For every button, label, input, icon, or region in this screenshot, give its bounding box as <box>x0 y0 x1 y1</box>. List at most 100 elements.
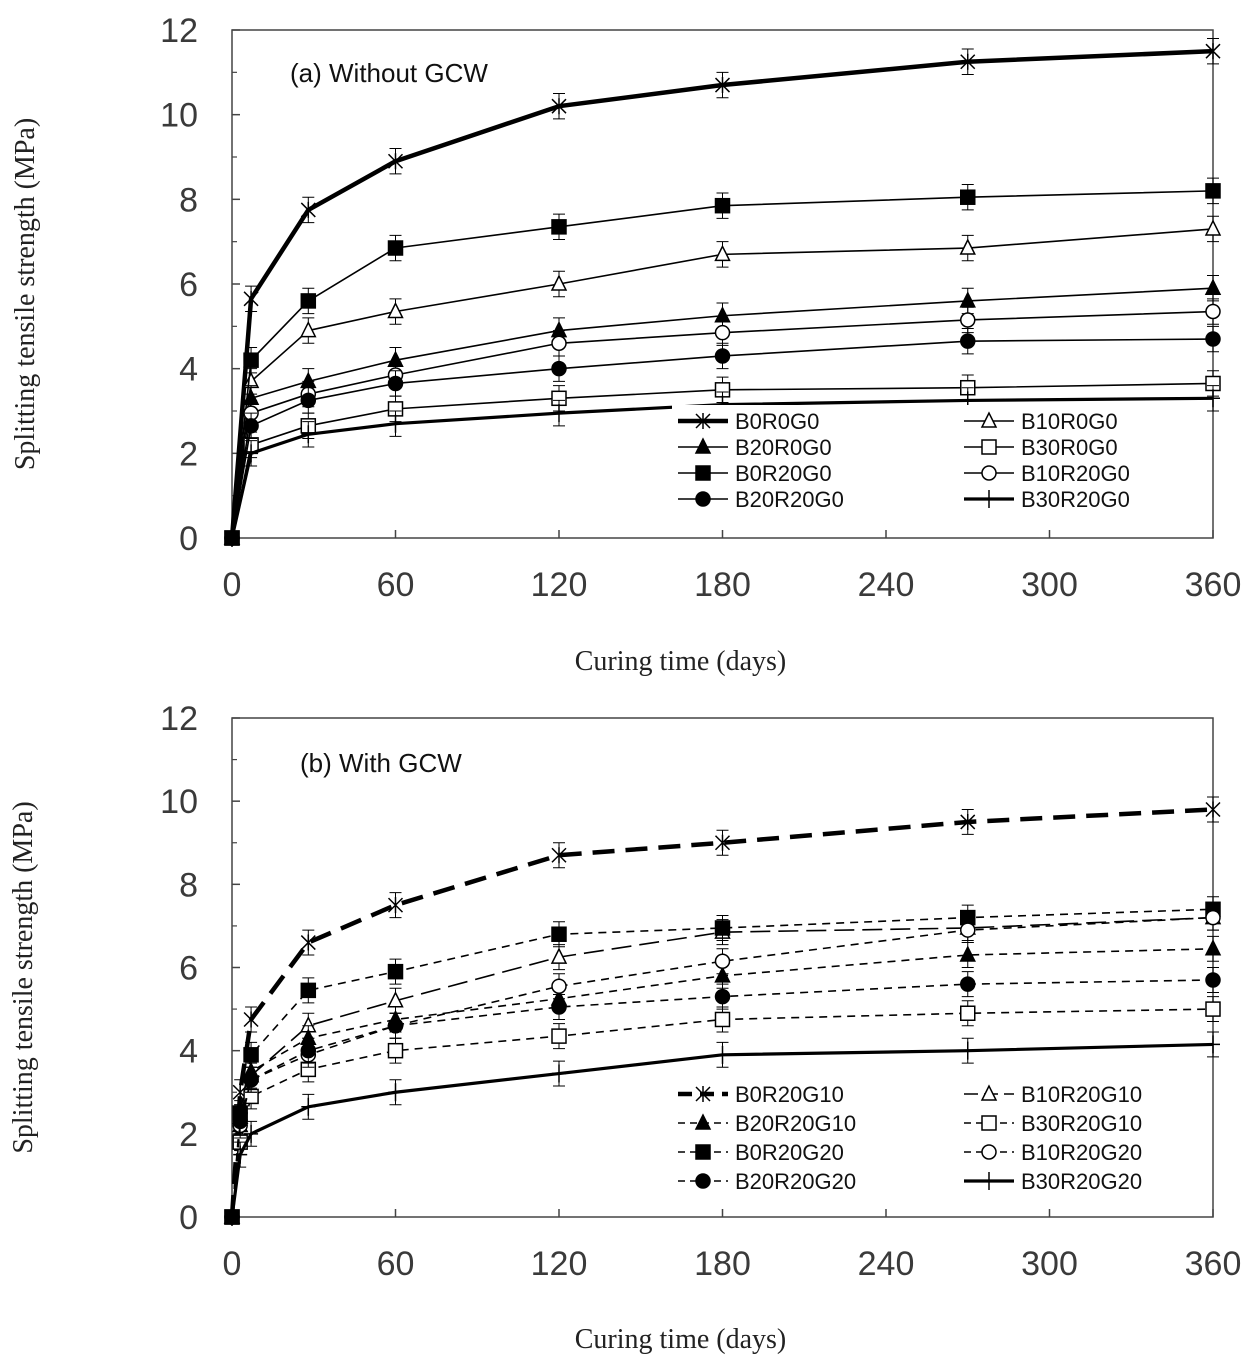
legend-label: B20R20G10 <box>735 1111 856 1136</box>
data-point <box>225 529 239 547</box>
series-line-B10R0G0 <box>231 228 1214 539</box>
series-line-B20R20G20 <box>231 979 1214 1218</box>
data-point <box>959 238 976 255</box>
legend-label: B10R20G20 <box>1021 1140 1142 1165</box>
data-point <box>243 1047 259 1063</box>
data-point <box>301 425 316 444</box>
series-line-B20R20G0 <box>231 338 1214 539</box>
data-point <box>300 293 317 309</box>
series-line-B30R20G0 <box>230 396 1214 539</box>
data-point <box>1206 1035 1220 1054</box>
data-point <box>960 1005 976 1021</box>
legend-item-B30R20G20: B30R20G20 <box>964 1169 1142 1194</box>
data-point <box>960 53 976 70</box>
legend-marker <box>695 1173 711 1189</box>
data-point <box>960 312 976 328</box>
data-point <box>715 1045 730 1064</box>
legend-label: B0R20G0 <box>735 461 832 486</box>
data-point <box>1205 331 1221 347</box>
legend-marker <box>980 411 998 428</box>
data-point <box>243 1011 259 1028</box>
legend: B0R20G10 B10R20G10 B20R20G10 B30R20G10 B0R20… <box>672 1078 1203 1200</box>
data-point <box>714 244 731 262</box>
data-point <box>960 922 976 938</box>
legend-label: B10R20G0 <box>1021 461 1130 486</box>
y-tick-label: 2 <box>179 1116 198 1154</box>
x-tick-label: 0 <box>223 566 242 604</box>
legend-marker <box>981 1144 997 1160</box>
data-point <box>1204 219 1222 236</box>
legend-label: B20R0G0 <box>735 435 832 460</box>
legend-label: B30R20G0 <box>1021 487 1130 512</box>
legend-background <box>672 1078 1203 1200</box>
legend-item-B30R20G0: B30R20G0 <box>964 487 1130 512</box>
legend-marker <box>695 413 711 429</box>
data-point <box>552 404 566 423</box>
data-point <box>1204 278 1222 295</box>
data-point <box>387 375 404 392</box>
data-point <box>387 963 404 980</box>
series-line-B0R20G10 <box>229 807 1214 1218</box>
data-point <box>1205 303 1221 320</box>
data-point <box>552 1064 566 1083</box>
data-point <box>300 201 316 218</box>
legend-marker <box>981 1115 997 1131</box>
legend-item-B0R20G20: B0R20G20 <box>678 1140 844 1165</box>
legend-label: B0R0G0 <box>735 409 819 434</box>
data-point <box>244 444 259 463</box>
legend-marker <box>982 490 996 508</box>
data-point <box>714 966 731 983</box>
data-point <box>388 1083 403 1102</box>
data-point <box>960 976 976 992</box>
data-point <box>300 982 317 999</box>
data-point <box>387 153 404 170</box>
data-point <box>551 335 567 352</box>
legend: B0R0G0 B10R0G0 B20R0G0 B30R0G0 B0R20G0 B10R20… <box>672 405 1203 515</box>
data-point <box>1205 801 1221 818</box>
data-point <box>1205 183 1221 199</box>
legend-label: B30R20G10 <box>1021 1111 1142 1136</box>
legend-item-B0R20G0: B0R20G0 <box>678 461 832 486</box>
y-tick-label: 12 <box>160 700 198 738</box>
y-tick-label: 4 <box>179 351 198 389</box>
x-tick-label: 120 <box>531 566 588 604</box>
legend-item-B20R0G0: B20R0G0 <box>678 435 832 460</box>
series-line-B0R0G0 <box>229 48 1214 539</box>
data-point <box>243 1072 259 1088</box>
data-point <box>387 301 404 319</box>
legend-item-B10R20G10: B10R20G10 <box>964 1082 1142 1107</box>
data-point <box>551 926 567 942</box>
data-point <box>714 348 731 364</box>
data-point <box>1205 1001 1221 1017</box>
x-tick-label: 180 <box>694 1245 751 1283</box>
y-tick-label: 0 <box>179 520 198 558</box>
legend-marker <box>695 1144 711 1160</box>
x-tick-label: 360 <box>1185 1245 1242 1283</box>
x-tick-label: 60 <box>377 1245 415 1283</box>
data-point <box>714 953 731 970</box>
legend-item-B20R20G20: B20R20G20 <box>678 1169 856 1194</box>
data-point <box>551 219 567 235</box>
legend-label: B0R20G10 <box>735 1082 844 1107</box>
panel-title: (b) With GCW <box>300 748 462 778</box>
legend-marker <box>980 1084 998 1101</box>
data-point <box>714 834 731 851</box>
legend-marker <box>981 465 997 481</box>
data-point <box>243 290 259 307</box>
data-point <box>1205 43 1221 60</box>
data-point <box>714 920 731 936</box>
x-tick-label: 60 <box>377 566 415 604</box>
y-tick-label: 6 <box>179 266 198 304</box>
data-point <box>243 418 259 434</box>
y-tick-label: 10 <box>160 783 198 821</box>
legend-marker <box>695 491 711 507</box>
series-line-B10R20G0 <box>231 310 1214 539</box>
data-point <box>960 813 976 830</box>
legend-item-B10R0G0: B10R0G0 <box>964 409 1118 434</box>
series-B30R20G20 <box>225 1031 1220 1226</box>
series-B20R20G20 <box>224 967 1221 1225</box>
series-line-B30R0G0 <box>231 382 1214 539</box>
data-point <box>960 1041 975 1060</box>
